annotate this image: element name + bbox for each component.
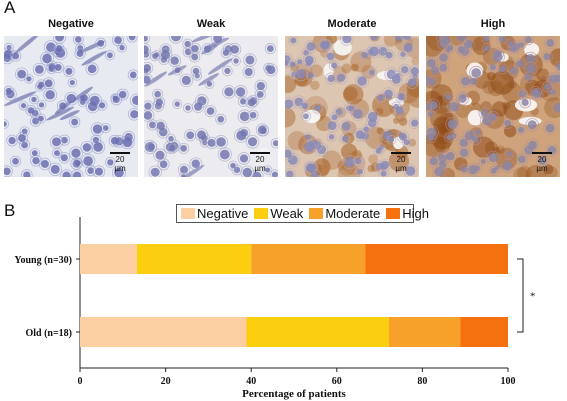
scale-bar-high: 20 µm <box>531 152 553 173</box>
bar-segment-negative <box>80 244 137 274</box>
bar-segment-weak <box>136 244 252 274</box>
image-label-negative: Negative <box>48 18 94 30</box>
legend-swatch-weak <box>254 208 269 219</box>
significance-bracket <box>517 258 524 333</box>
micrograph-weak: 20 µm <box>144 36 278 177</box>
legend-swatch-negative <box>181 208 195 219</box>
x-tick-label: 0 <box>78 376 83 387</box>
legend-label-negative: Negative <box>197 206 249 221</box>
bar-segment-negative <box>80 317 247 347</box>
legend-item-weak: Weak <box>254 206 303 221</box>
image-label-high: High <box>480 18 506 30</box>
scale-bar-negative: 20 µm <box>109 152 131 173</box>
x-axis-label: Percentage of patients <box>242 388 346 400</box>
x-tick-label: 60 <box>332 376 342 387</box>
bar-segment-weak <box>246 317 390 347</box>
x-tick-label: 100 <box>501 376 516 387</box>
micrograph-high: 20 µm <box>426 36 560 177</box>
category-label: Young (n=30) <box>14 255 72 266</box>
panel-a-letter: A <box>4 0 16 17</box>
legend-item-moderate: Moderate <box>309 206 380 221</box>
stacked-bar-chart: Young (n=30) Old (n=18) 0 20 40 60 80 100 Percen… <box>14 217 536 400</box>
legend-label-high: High <box>402 206 429 221</box>
x-tick-label: 40 <box>246 376 256 387</box>
image-label-moderate: Moderate <box>327 18 377 30</box>
bar-segment-moderate <box>389 317 461 347</box>
legend-label-moderate: Moderate <box>325 206 381 221</box>
significance-asterisk: * <box>530 291 536 303</box>
bar-segment-high <box>365 244 508 274</box>
legend-item-high: High <box>386 206 429 221</box>
micrograph-moderate: 20 µm <box>285 36 419 177</box>
bar-segment-moderate <box>251 244 366 274</box>
panel-b-letter: B <box>4 201 16 220</box>
legend-swatch-moderate <box>309 208 324 219</box>
scale-bar-moderate: 20 µm <box>390 152 412 173</box>
image-label-weak: Weak <box>196 18 226 30</box>
micrograph-negative: 20 µm <box>4 36 138 177</box>
bar-segment-high <box>460 317 508 347</box>
chart-legend: Negative Weak Moderate High <box>176 204 429 223</box>
legend-item-negative: Negative <box>181 206 248 221</box>
category-label: Old (n=18) <box>25 328 72 339</box>
scale-bar-weak: 20 µm <box>249 152 271 173</box>
x-tick-label: 20 <box>161 376 171 387</box>
legend-label-weak: Weak <box>270 206 304 221</box>
legend-swatch-high <box>386 208 401 219</box>
x-tick-label: 80 <box>417 376 427 387</box>
